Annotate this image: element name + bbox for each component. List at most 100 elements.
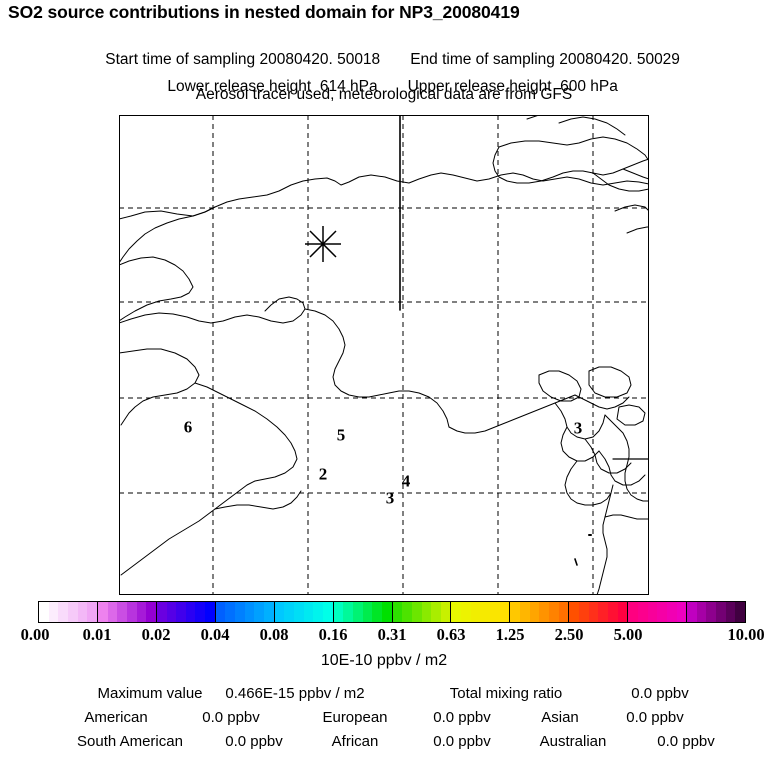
colorbar-step (696, 602, 707, 622)
colorbar-step (185, 602, 196, 622)
colorbar-step (244, 602, 255, 622)
colorbar-step (637, 602, 648, 622)
colorbar-tick-0.01: 0.01 (82, 625, 112, 644)
colorbar-step (322, 602, 333, 622)
colorbar-step (58, 602, 68, 622)
colorbar-segment-magenta-to-darkpurple (687, 602, 746, 622)
colorbar-step (510, 602, 521, 622)
colorbar-step (647, 602, 658, 622)
footer-cell-1-0: American (84, 709, 148, 726)
colorbar-step (529, 602, 540, 622)
colorbar-step (343, 602, 353, 622)
colorbar-step (490, 602, 500, 622)
colorbar-step (117, 602, 127, 622)
colorbar-step (470, 602, 481, 622)
colorbar-segment-purple-to-blue (156, 602, 216, 622)
footer-row-regions-2: South American 0.0 ppbv African 0.0 ppbv Aus… (0, 733, 768, 755)
map-marker-2-2: 2 (318, 464, 328, 484)
footer-cell-1-3: 0.0 ppbv (433, 709, 491, 726)
colorbar-step (67, 602, 78, 622)
colorbar-step (392, 602, 403, 622)
colorbar-step (578, 602, 589, 622)
colorbar-step (411, 602, 422, 622)
colorbar-step (205, 602, 215, 622)
colorbar-step (146, 602, 156, 622)
colorbar-step (48, 602, 59, 622)
footer-cell-1-4: Asian (541, 709, 579, 726)
colorbar-step (451, 602, 462, 622)
map-marker-3-4: 3 (385, 488, 395, 508)
colorbar-step (706, 602, 717, 622)
colorbar-tick-0.08: 0.08 (259, 625, 289, 644)
sampling-time-line: Start time of sampling 20080420. 50018 En… (0, 33, 768, 87)
colorbar-step (176, 602, 186, 622)
colorbar-step (598, 602, 608, 622)
colorbar-step (676, 602, 687, 622)
footer-cell-0-1: 0.466E-15 ppbv / m2 (225, 685, 365, 702)
colorbar-step (284, 602, 294, 622)
colorbar-step (235, 602, 245, 622)
upper-release-label: Upper release height (407, 78, 552, 95)
colorbar-step (716, 602, 726, 622)
colorbar-step (107, 602, 118, 622)
colorbar-step (569, 602, 579, 622)
colorbar-step (539, 602, 549, 622)
colorbar-unit-label: 10E-10 ppbv / m2 (320, 652, 448, 669)
colorbar-step (166, 602, 177, 622)
colorbar-step (215, 602, 226, 622)
footer-cell-2-4: Australian (539, 733, 607, 750)
colorbar-step (735, 602, 746, 622)
upper-release-value: 600 hPa (560, 78, 618, 95)
colorbar-tick-0.02: 0.02 (141, 625, 171, 644)
colorbar-step (156, 602, 167, 622)
colorbar-step (588, 602, 599, 622)
colorbar-segment-green-to-chartreuse (392, 602, 452, 622)
colorbar-segment-cyan-to-green (333, 602, 393, 622)
colorbar-step (549, 602, 559, 622)
colorbar-step (725, 602, 736, 622)
colorbar-step (372, 602, 382, 622)
colorbar-step (225, 602, 236, 622)
tracer-note: Aerosol tracer used, meteorological data… (195, 86, 573, 103)
page-title: SO2 source contributions in nested domai… (8, 2, 520, 22)
footer-cell-2-1: 0.0 ppbv (225, 733, 283, 750)
colorbar-step (77, 602, 88, 622)
colorbar-step (97, 602, 108, 622)
footer-cell-0-3: 0.0 ppbv (631, 685, 689, 702)
colorbar-tick-5.00: 5.00 (613, 625, 643, 644)
colorbar-step (195, 602, 206, 622)
colorbar-tick-0.63: 0.63 (436, 625, 466, 644)
colorbar-step (687, 602, 697, 622)
footer-cell-2-3: 0.0 ppbv (433, 733, 491, 750)
colorbar-step (303, 602, 314, 622)
colorbar-tick-0.00: 0.00 (20, 625, 50, 644)
footer-cell-1-5: 0.0 ppbv (626, 709, 684, 726)
colorbar-step (520, 602, 530, 622)
footer-cell-2-2: African (331, 733, 379, 750)
colorbar-tick-2.50: 2.50 (554, 625, 584, 644)
colorbar-step (254, 602, 265, 622)
colorbar-step (421, 602, 432, 622)
colorbar-step (431, 602, 441, 622)
colorbar-step (362, 602, 373, 622)
release-site-asterisk (305, 226, 341, 262)
colorbar[interactable] (38, 601, 746, 623)
colorbar-step (617, 602, 628, 622)
colorbar-step (352, 602, 363, 622)
colorbar-tick-1.25: 1.25 (495, 625, 525, 644)
colorbar-segment-azure-to-cyan (274, 602, 334, 622)
end-time-value: 20080420. 50029 (559, 51, 680, 68)
colorbar-step (87, 602, 97, 622)
release-height-line: Lower release height 614 hPa Upper releas… (0, 60, 768, 114)
lower-release-label: Lower release height (167, 78, 312, 95)
map-marker-4-3: 4 (401, 471, 411, 491)
start-time-value: 20080420. 50018 (259, 51, 381, 68)
footer-cell-1-1: 0.0 ppbv (202, 709, 260, 726)
colorbar-step (313, 602, 323, 622)
footer-row-regions-1: American 0.0 ppbv European 0.0 ppbv Asian 0.0… (0, 709, 768, 731)
colorbar-step (39, 602, 49, 622)
end-time-label: End time of sampling (410, 51, 555, 68)
map-graphics (119, 115, 649, 595)
